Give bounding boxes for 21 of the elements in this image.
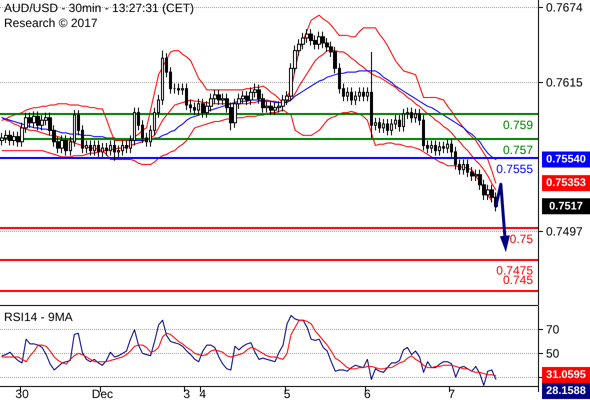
text: 0.75353 [546, 177, 586, 190]
x-tick-label: 7 [448, 387, 456, 400]
text: 0.75540 [546, 153, 586, 166]
y-tick-label: 0.7674 [546, 0, 584, 15]
x-tick-label: 30 [15, 387, 30, 400]
x-tick-label: Dec [92, 387, 114, 400]
y-tick-label: 50 [546, 346, 560, 360]
x-tick-label: 4 [199, 387, 206, 400]
ref-line-label: 0.75 [510, 232, 534, 246]
y-tick-label: 70 [546, 322, 560, 337]
ref-line-label: 0.757 [502, 143, 534, 158]
chart-title: AUD/USD - 30min - 13:27:31 (CET) [4, 1, 194, 15]
chart-title: RSI14 - 9MA [4, 310, 73, 324]
y-tick-label: 0.7615 [546, 75, 584, 90]
text: Research © 2017 [4, 16, 98, 30]
ref-line-label: 0.759 [502, 118, 534, 132]
y-tick-label: 0.7497 [546, 224, 584, 239]
text: 31.0595 [546, 369, 586, 381]
text: 0.7517 [549, 200, 583, 212]
text: 28.1588 [546, 385, 586, 397]
ref-line-label: 0.7555 [496, 162, 534, 176]
